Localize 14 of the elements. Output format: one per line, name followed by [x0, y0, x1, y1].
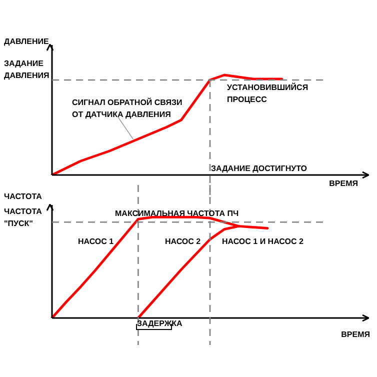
- annotation: НАСОС 2: [165, 237, 202, 246]
- ref-line-label: ЧАСТОТА "ПУСК": [4, 207, 42, 228]
- annotation: УСТАНОВИВШИЙСЯ ПРОЦЕСС: [227, 82, 308, 104]
- annotation: НАСОС 1 И НАСОС 2: [222, 237, 304, 246]
- annotation: СИГНАЛ ОБРАТНОЙ СВЯЗИ ОТ ДАТЧИКА ДАВЛЕНИЯ: [72, 97, 183, 120]
- x-axis-title: ВРЕМЯ: [341, 330, 370, 340]
- annotation: НАСОС 1: [78, 237, 114, 246]
- x-axis-title: ВРЕМЯ: [329, 179, 358, 188]
- y-axis-title: ЧАСТОТА: [4, 192, 42, 202]
- ref-line-label: ЗАДАНИЕ ДАВЛЕНИЯ: [4, 59, 50, 80]
- y-axis-title: ДАВЛЕНИЕ: [4, 37, 50, 46]
- annotation: МАКСИМАЛЬНАЯ ЧАСТОТА ПЧ: [115, 209, 239, 218]
- text: ЗАДЕРЖКА: [137, 319, 182, 328]
- annotation: ЗАДАНИЕ ДОСТИГНУТО: [211, 164, 307, 174]
